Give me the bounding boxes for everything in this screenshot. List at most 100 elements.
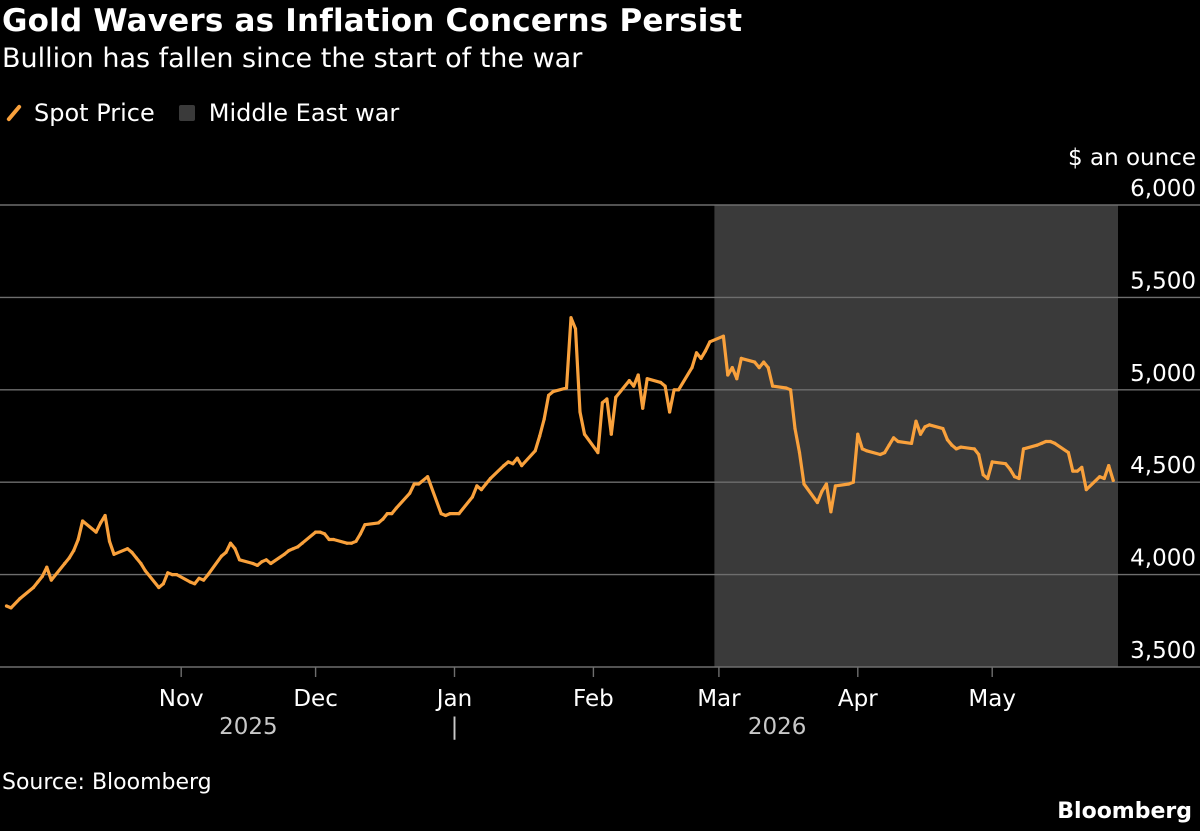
- data-point: [977, 452, 981, 457]
- data-point: [1111, 478, 1115, 482]
- source-note: Source: Bloomberg: [2, 770, 212, 795]
- data-point: [202, 578, 206, 582]
- x-year-label: 2025: [219, 714, 278, 740]
- data-point: [914, 419, 918, 423]
- data-point: [600, 401, 605, 405]
- data-point: [143, 569, 147, 573]
- y-axis-label: $ an ounce: [1068, 145, 1196, 171]
- data-point: [708, 340, 712, 344]
- data-point: [878, 452, 882, 457]
- data-point: [255, 563, 259, 568]
- data-point: [797, 451, 802, 455]
- shaded-box-swatch-icon: [178, 105, 195, 121]
- data-point: [475, 484, 479, 488]
- data-point: [1048, 439, 1052, 444]
- data-point: [228, 541, 233, 545]
- data-point: [1004, 462, 1008, 466]
- data-point: [448, 511, 452, 516]
- x-tick-label: May: [968, 686, 1016, 712]
- data-point: [296, 545, 300, 549]
- data-point: [484, 482, 488, 486]
- data-point: [829, 510, 833, 514]
- data-point: [94, 530, 98, 534]
- data-point: [125, 547, 130, 551]
- data-point: [112, 552, 116, 556]
- data-point: [1071, 469, 1075, 473]
- data-point: [1066, 451, 1070, 455]
- data-point: [188, 580, 192, 584]
- data-point: [394, 506, 398, 510]
- data-point: [959, 445, 963, 449]
- data-point: [412, 482, 416, 486]
- data-point: [1084, 488, 1088, 492]
- data-point: [694, 351, 699, 355]
- data-point: [1044, 439, 1048, 444]
- data-point: [408, 491, 412, 495]
- data-point: [923, 425, 927, 429]
- data-point: [314, 530, 318, 534]
- legend-label-spot-price: Spot Price: [34, 99, 155, 127]
- data-point: [860, 447, 864, 451]
- data-point: [417, 482, 421, 486]
- data-point: [193, 582, 197, 586]
- data-point: [730, 366, 734, 370]
- data-point: [950, 443, 954, 447]
- data-point: [426, 475, 430, 479]
- data-point: [385, 511, 389, 516]
- data-point: [1008, 467, 1012, 471]
- data-point: [573, 327, 578, 331]
- data-point: [219, 554, 224, 558]
- data-point: [479, 488, 483, 492]
- data-point: [690, 366, 694, 370]
- data-point: [49, 578, 53, 582]
- data-point: [72, 549, 76, 553]
- data-point: [1080, 465, 1084, 469]
- data-point: [260, 560, 264, 564]
- data-point: [197, 576, 201, 580]
- data-point: [596, 451, 600, 455]
- data-point: [36, 580, 40, 584]
- data-point: [627, 379, 631, 383]
- data-point: [614, 395, 618, 399]
- data-point: [896, 439, 900, 444]
- data-point: [444, 513, 448, 518]
- data-point: [990, 460, 994, 464]
- data-point: [502, 464, 506, 468]
- data-point: [605, 397, 609, 401]
- data-point: [511, 462, 515, 466]
- data-point: [345, 541, 349, 545]
- y-tick-label: 6,000: [1130, 176, 1196, 202]
- data-point: [9, 606, 13, 610]
- data-point: [847, 482, 851, 486]
- data-point: [753, 360, 757, 364]
- data-point: [376, 521, 380, 525]
- data-point: [327, 537, 331, 542]
- data-point: [520, 464, 524, 468]
- data-point: [470, 495, 474, 499]
- data-point: [632, 384, 636, 388]
- data-point: [358, 532, 362, 536]
- data-point: [287, 549, 291, 553]
- x-tick-label: Apr: [838, 686, 878, 712]
- x-tick-label: Nov: [159, 686, 204, 712]
- data-point: [582, 432, 587, 436]
- data-point: [264, 558, 268, 562]
- data-point: [762, 360, 766, 364]
- data-point: [63, 561, 67, 566]
- x-year-label: 2026: [748, 714, 807, 740]
- data-point: [820, 489, 824, 493]
- x-tick-label: Mar: [697, 686, 741, 712]
- data-point: [641, 406, 645, 410]
- data-point: [569, 316, 573, 320]
- data-point: [103, 513, 107, 518]
- gridlines: [0, 204, 1200, 668]
- data-point: [945, 438, 950, 442]
- y-tick-label: 4,000: [1130, 546, 1196, 572]
- chart-subtitle: Bullion has fallen since the start of th…: [2, 43, 583, 74]
- data-point: [269, 561, 273, 566]
- data-point: [865, 449, 869, 453]
- war-shaded-region: [714, 205, 1118, 667]
- data-point: [703, 349, 708, 353]
- data-point: [824, 482, 829, 486]
